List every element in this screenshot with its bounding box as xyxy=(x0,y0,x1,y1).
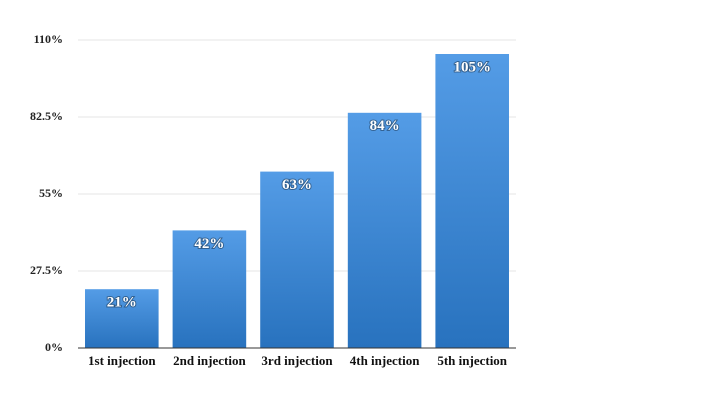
bar xyxy=(347,112,422,348)
y-tick-label: 27.5% xyxy=(30,263,63,277)
bar xyxy=(435,54,509,348)
y-tick-label: 0% xyxy=(45,340,63,354)
x-tick-label: 1st injection xyxy=(88,353,156,368)
x-tick-label: 5th injection xyxy=(437,353,507,368)
bar xyxy=(260,171,334,348)
x-tick-label: 3rd injection xyxy=(261,353,333,368)
value-label: 84% xyxy=(370,118,400,134)
value-label: 63% xyxy=(282,177,312,193)
bar xyxy=(85,289,159,348)
value-label: 42% xyxy=(194,236,224,252)
y-tick-label: 110% xyxy=(34,32,63,46)
y-tick-label: 82.5% xyxy=(30,109,63,123)
y-tick-label: 55% xyxy=(39,186,63,200)
value-label: 105% xyxy=(453,59,491,75)
value-label: 21% xyxy=(107,295,137,311)
bar xyxy=(172,230,247,348)
x-tick-label: 4th injection xyxy=(350,353,420,368)
x-tick-label: 2nd injection xyxy=(173,353,246,368)
